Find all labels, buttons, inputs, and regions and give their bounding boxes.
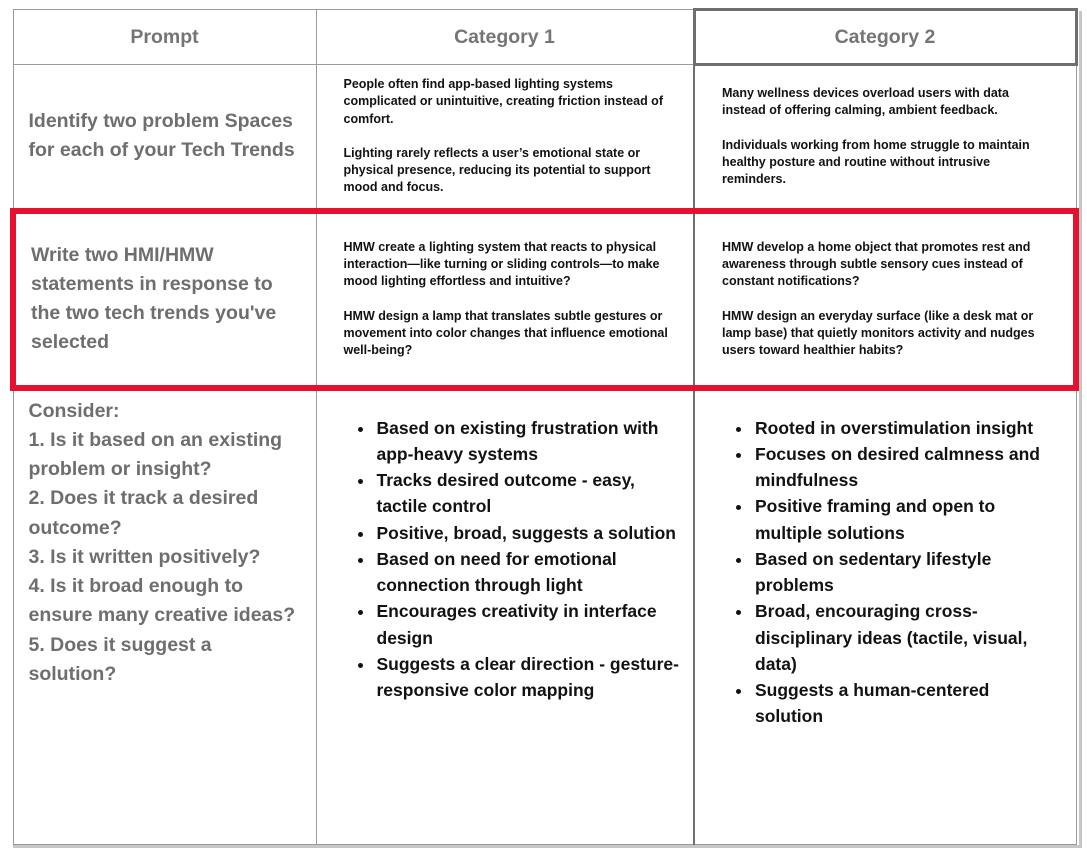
prompt-cell-consider: Consider: 1. Is it based on an existing p… [12,387,317,845]
column-header-prompt: Prompt [12,9,317,65]
worksheet-container: Prompt Category 1 Category 2 Identify tw… [10,8,1079,845]
prompt-cell-identify: Identify two problem Spaces for each of … [12,64,317,211]
column-header-category1: Category 1 [315,9,695,65]
column-header-category2: Category 2 [692,8,1078,66]
category1-bullet-list: Based on existing frustration with app-h… [317,415,680,704]
bullet-item: Based on sedentary lifestyle problems [753,546,1062,599]
category1-cell-hmw-statements: HMW create a lighting system that reacts… [315,207,695,391]
hmw-statement: HMW create a lighting system that reacts… [343,239,660,289]
bullet-item: Focuses on desired calmness and mindfuln… [753,441,1062,494]
bullet-item: Encourages creativity in interface desig… [375,598,680,651]
problem-space-paragraph: Individuals working from home struggle t… [722,137,1030,187]
worksheet-table: Prompt Category 1 Category 2 Identify tw… [10,8,1079,845]
consider-checklist-line: Consider: [28,399,120,422]
bullet-item: Positive, broad, suggests a solution [375,520,680,546]
bullet-item: Based on need for emotional connection t… [375,546,680,599]
row-identify-problem-spaces: Identify two problem Spaces for each of … [12,64,1077,211]
prompt-cell-hmw: Write two HMI/HMW statements in response… [10,207,317,391]
problem-space-paragraph: Many wellness devices overload users wit… [722,86,1009,118]
hmw-statement: HMW design an everyday surface (like a d… [722,308,1035,358]
bullet-item: Positive framing and open to multiple so… [753,493,1062,546]
header-row: Prompt Category 1 Category 2 [12,8,1078,66]
bullet-item: Broad, encouraging cross-disciplinary id… [753,598,1062,677]
bullet-item: Tracks desired outcome - easy, tactile c… [375,467,680,520]
problem-space-paragraph: People often find app-based lighting sys… [343,77,663,126]
consider-checklist-line: 4. Is it broad enough to ensure many cre… [28,575,296,627]
consider-checklist-line: 1. Is it based on an existing problem or… [28,428,283,480]
bullet-item: Rooted in overstimulation insight [753,415,1062,441]
bullet-item: Suggests a human-centered solution [753,677,1062,730]
hmw-statement: HMW design a lamp that translates subtle… [343,308,668,358]
consider-checklist-line: 5. Does it suggest a solution? [28,633,212,685]
category2-cell-evaluation: Rooted in overstimulation insightFocuses… [693,387,1077,845]
consider-checklist-line: 2. Does it track a desired outcome? [28,487,259,539]
bullet-item: Based on existing frustration with app-h… [375,415,680,468]
row-hmw-statements-highlighted: Write two HMI/HMW statements in response… [10,207,1079,391]
consider-checklist: Consider: 1. Is it based on an existing p… [29,397,304,690]
category1-cell-problem-spaces: People often find app-based lighting sys… [315,64,695,211]
category2-bullet-list: Rooted in overstimulation insightFocuses… [696,415,1062,730]
category1-cell-evaluation: Based on existing frustration with app-h… [315,387,695,845]
category2-cell-problem-spaces: Many wellness devices overload users wit… [693,64,1077,211]
category2-cell-hmw-statements: HMW develop a home object that promotes … [693,207,1079,391]
row-consider-checklist: Consider: 1. Is it based on an existing p… [12,387,1077,845]
problem-space-paragraph: Lighting rarely reflects a user’s emotio… [343,145,651,195]
bullet-item: Suggests a clear direction - gesture-res… [375,651,680,704]
consider-checklist-line: 3. Is it written positively? [28,545,261,568]
hmw-statement: HMW develop a home object that promotes … [722,239,1031,289]
